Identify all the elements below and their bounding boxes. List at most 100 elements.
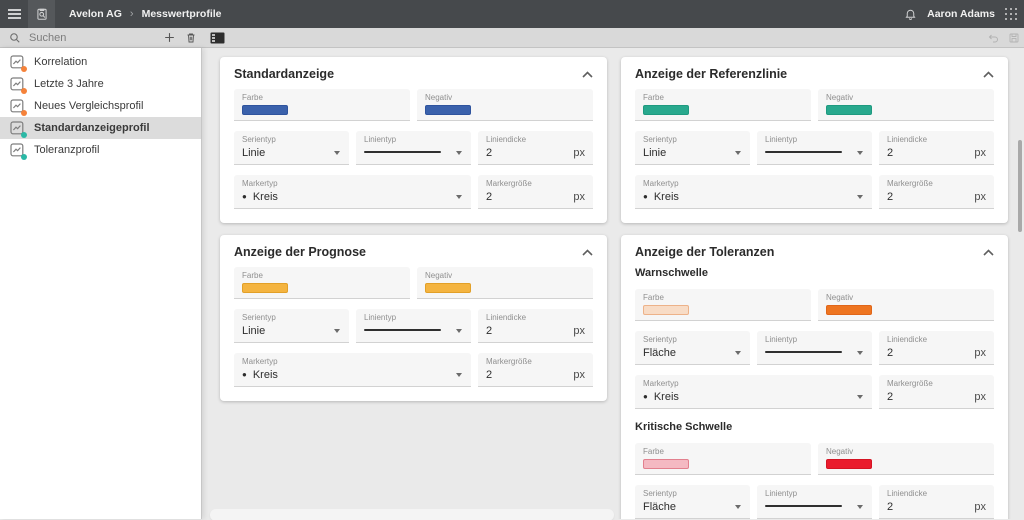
unit-suffix: px [573, 325, 585, 337]
profile-status-dot [21, 65, 27, 72]
vertical-scrollbar[interactable] [1018, 140, 1022, 232]
line-type-select[interactable]: Linientyp [757, 485, 872, 519]
collapse-chevron-icon[interactable] [983, 70, 994, 78]
sidebar-list: Korrelation Letzte 3 Jahre Neues Verglei… [0, 51, 201, 161]
negative-color-field[interactable]: Negativ [818, 89, 994, 121]
marker-size-value: 2 [887, 391, 894, 403]
marker-size-value: 2 [486, 369, 493, 381]
profile-status-dot [21, 153, 27, 160]
line-width-input[interactable]: Liniendicke 2 px [879, 331, 994, 365]
negative-color-field[interactable]: Negativ [417, 267, 593, 299]
series-type-select[interactable]: Serientyp Linie [234, 131, 349, 165]
line-width-input[interactable]: Liniendicke 2 px [478, 131, 593, 165]
marker-type-select[interactable]: Markertyp ● Kreis [635, 375, 872, 409]
chevron-down-icon [456, 195, 462, 199]
collapse-chevron-icon[interactable] [582, 70, 593, 78]
color-field[interactable]: Farbe [234, 89, 410, 121]
negative-color-swatch[interactable] [826, 459, 872, 469]
negative-color-swatch[interactable] [425, 105, 471, 115]
settings-section: Farbe Negativ Serientyp Linie Linientyp … [234, 89, 593, 209]
field-label: Liniendicke [486, 135, 527, 144]
color-field[interactable]: Farbe [635, 289, 811, 321]
color-field[interactable]: Farbe [635, 89, 811, 121]
delete-profile-button[interactable] [180, 28, 202, 48]
circle-marker-icon: ● [643, 392, 648, 401]
line-width-value: 2 [887, 147, 894, 159]
series-type-select[interactable]: Serientyp Fläche [635, 331, 750, 365]
sidebar-profile-item[interactable]: Toleranzprofil [0, 139, 201, 161]
save-button[interactable] [1008, 32, 1020, 44]
sidebar-profile-item[interactable]: Standardanzeigeprofil [0, 117, 201, 139]
field-label: Markertyp [242, 179, 278, 188]
undo-button[interactable] [987, 32, 1000, 44]
unit-suffix: px [974, 191, 986, 203]
series-type-select[interactable]: Serientyp Fläche [635, 485, 750, 519]
marker-size-input[interactable]: Markergröße 2 px [478, 175, 593, 209]
profile-status-dot [21, 109, 27, 116]
unit-suffix: px [974, 501, 986, 513]
marker-size-input[interactable]: Markergröße 2 px [879, 375, 994, 409]
marker-type-select[interactable]: Markertyp ● Kreis [234, 353, 471, 387]
line-type-select[interactable]: Linientyp [757, 131, 872, 165]
unit-suffix: px [573, 147, 585, 159]
menu-icon[interactable] [0, 0, 28, 28]
card-prognose: Anzeige der Prognose Farbe Negativ Serie… [220, 235, 607, 401]
settings-section: Farbe Negativ Serientyp Linie Linientyp … [234, 267, 593, 387]
field-label: Markertyp [643, 179, 679, 188]
line-width-input[interactable]: Liniendicke 2 px [879, 131, 994, 165]
card-sections: Farbe Negativ Serientyp Linie Linientyp … [234, 89, 593, 209]
marker-type-value: Kreis [252, 191, 278, 203]
series-type-select[interactable]: Serientyp Linie [635, 131, 750, 165]
line-width-value: 2 [887, 501, 894, 513]
horizontal-scrollbar[interactable] [210, 509, 614, 520]
color-field[interactable]: Farbe [234, 267, 410, 299]
color-swatch[interactable] [643, 305, 689, 315]
line-type-select[interactable]: Linientyp [356, 131, 471, 165]
color-swatch[interactable] [643, 459, 689, 469]
breadcrumb-org[interactable]: Avelon AG [69, 8, 122, 20]
color-swatch[interactable] [242, 105, 288, 115]
chevron-down-icon [334, 329, 340, 333]
marker-size-input[interactable]: Markergröße 2 px [879, 175, 994, 209]
line-type-select[interactable]: Linientyp [356, 309, 471, 343]
line-width-input[interactable]: Liniendicke 2 px [879, 485, 994, 519]
color-swatch[interactable] [242, 283, 288, 293]
negative-color-swatch[interactable] [826, 305, 872, 315]
color-swatch[interactable] [643, 105, 689, 115]
collapse-chevron-icon[interactable] [983, 248, 994, 256]
sidebar-item-label: Neues Vergleichsprofil [34, 100, 144, 112]
negative-color-field[interactable]: Negativ [818, 289, 994, 321]
card-sections: Farbe Negativ Serientyp Linie Linientyp … [635, 89, 994, 209]
line-width-input[interactable]: Liniendicke 2 px [478, 309, 593, 343]
field-label: Serientyp [643, 335, 677, 344]
circle-marker-icon: ● [242, 192, 247, 201]
collapse-chevron-icon[interactable] [582, 248, 593, 256]
profile-app-button[interactable] [28, 0, 55, 28]
field-label: Farbe [242, 271, 263, 280]
circle-marker-icon: ● [242, 370, 247, 379]
line-type-select[interactable]: Linientyp [757, 331, 872, 365]
marker-size-input[interactable]: Markergröße 2 px [478, 353, 593, 387]
sidebar-profile-item[interactable]: Letzte 3 Jahre [0, 73, 201, 95]
sidebar-profile-item[interactable]: Neues Vergleichsprofil [0, 95, 201, 117]
negative-color-field[interactable]: Negativ [417, 89, 593, 121]
marker-type-select[interactable]: Markertyp ● Kreis [234, 175, 471, 209]
profiles-sidebar: Korrelation Letzte 3 Jahre Neues Verglei… [0, 48, 202, 519]
negative-color-swatch[interactable] [425, 283, 471, 293]
search-input[interactable] [29, 31, 129, 44]
apps-grid-icon[interactable] [1005, 7, 1018, 21]
card-sections: Farbe Negativ Serientyp Linie Linientyp … [234, 267, 593, 387]
negative-color-field[interactable]: Negativ [818, 443, 994, 475]
series-type-select[interactable]: Serientyp Linie [234, 309, 349, 343]
line-style-sample [364, 151, 442, 153]
sidebar-profile-item[interactable]: Korrelation [0, 51, 201, 73]
undo-icon [988, 34, 998, 43]
search-box[interactable] [0, 28, 150, 47]
user-name[interactable]: Aaron Adams [927, 8, 995, 20]
negative-color-swatch[interactable] [826, 105, 872, 115]
color-field[interactable]: Farbe [635, 443, 811, 475]
view-toggle-button[interactable] [206, 28, 228, 48]
marker-type-select[interactable]: Markertyp ● Kreis [635, 175, 872, 209]
notifications-bell-icon[interactable] [904, 7, 917, 21]
add-profile-button[interactable] [158, 28, 180, 48]
